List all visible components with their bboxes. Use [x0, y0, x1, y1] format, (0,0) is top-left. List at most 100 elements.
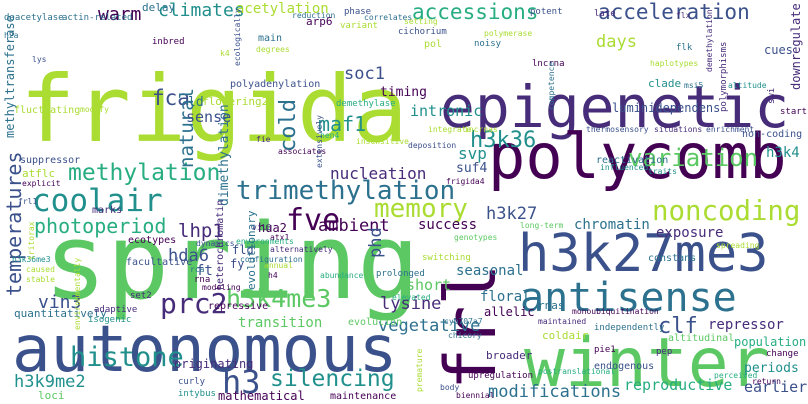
- word-autonomous: autonomous: [12, 313, 398, 387]
- word-repressor: repressor: [708, 317, 784, 333]
- word-inbred: inbred: [152, 37, 185, 47]
- word-potent: potent: [530, 7, 563, 17]
- word-annual: annual: [264, 261, 293, 270]
- word-late: late: [594, 9, 616, 19]
- word-abundance: abundance: [320, 271, 364, 280]
- word-acceleration: acceleration: [598, 0, 750, 24]
- word-lncrna: lncrna: [532, 59, 565, 69]
- word-soc1: soc1: [344, 64, 385, 84]
- word-silencing: silencing: [270, 366, 395, 392]
- word-ecotypes: ecotypes: [128, 235, 177, 246]
- word-climates: climates: [158, 0, 245, 21]
- word-pie1: pie1: [594, 345, 616, 355]
- word-demethylase: demethylase: [336, 99, 396, 109]
- word-success: success: [418, 217, 478, 233]
- word-adaptive: adaptive: [94, 305, 138, 315]
- word-reduction: reduction: [292, 11, 336, 20]
- word-coldair: coldair: [542, 329, 589, 342]
- word-clf: clf: [658, 314, 698, 339]
- word-correlates: correlates: [364, 13, 413, 22]
- word-flowering2: flowering2: [202, 95, 269, 108]
- word-atflc: atflc: [22, 167, 56, 180]
- word-modify: modify: [80, 105, 109, 114]
- word-competence: competence: [547, 61, 556, 110]
- word-degrees: degrees: [256, 45, 290, 54]
- word-ecologically: ecologically: [233, 8, 242, 66]
- word-elevated: elevated: [392, 293, 431, 302]
- word-rnas: rnas: [538, 299, 565, 312]
- word-deacetylase: deacetylase: [4, 13, 64, 23]
- word-thermosensory: thermosensory: [586, 125, 649, 134]
- word-h3k4me3: h3k4me3: [226, 284, 332, 313]
- word-vin3: vin3: [38, 292, 82, 313]
- word-cues: cues: [764, 43, 793, 57]
- word-rca: rca: [190, 265, 205, 274]
- word-frl1: frl1: [18, 197, 38, 206]
- word-suf4: suf4: [456, 161, 488, 176]
- word-flx: flx: [676, 11, 691, 20]
- word-modifications: modifications: [488, 382, 622, 402]
- word-population: population: [734, 335, 807, 349]
- word-ld: ld: [188, 95, 204, 110]
- word-polycomb: polycomb: [488, 120, 787, 193]
- word-switching: switching: [422, 253, 471, 263]
- word-prolonged: prolonged: [376, 269, 425, 279]
- word-extensively: extensively: [315, 115, 324, 168]
- word-return: return: [752, 377, 781, 386]
- word-cold: cold: [276, 99, 301, 152]
- word-set2: set2: [130, 291, 152, 301]
- word-endogenous: endogenous: [594, 361, 655, 372]
- word-noncoding: noncoding: [652, 196, 801, 227]
- word-situations: situations: [654, 125, 703, 134]
- word-ambient: ambient: [318, 216, 390, 236]
- word-h4: h4: [268, 271, 278, 280]
- word-caused: caused: [26, 265, 55, 274]
- word-chromatin: chromatin: [574, 217, 650, 233]
- word-clade: clade: [648, 77, 682, 90]
- word-non-coding: non-coding: [742, 129, 803, 140]
- word-maintained: maintained: [538, 317, 587, 326]
- word-marks: marks: [92, 205, 123, 216]
- word-fie: fie: [256, 135, 271, 144]
- word-polyadenylation: polyadenylation: [230, 79, 321, 90]
- word-h3k36me3: h3k36me3: [12, 255, 51, 264]
- word-cyp707a7: cyp707a7: [444, 317, 483, 326]
- word-transition: transition: [238, 315, 323, 331]
- word-integrate: integrate: [428, 125, 472, 134]
- word-insensitive: insensitive: [356, 137, 409, 146]
- word-dimethylation: dimethylation: [217, 104, 232, 206]
- word-alternatively: alternatively: [270, 245, 333, 254]
- word-reproductive: reproductive: [624, 376, 733, 394]
- word-pep: pep: [656, 347, 673, 357]
- word-modeling: modeling: [202, 283, 241, 292]
- word-hen4: hen4: [320, 131, 340, 140]
- word-altitude: altitude: [728, 81, 767, 90]
- word-curly: curly: [178, 377, 206, 387]
- word-vil3: vil3: [252, 223, 272, 232]
- word-antisense: antisense: [520, 275, 737, 321]
- word-delay: delay: [142, 1, 176, 14]
- word-influenced: influenced: [600, 163, 649, 172]
- word-incrnas: incrnas: [464, 125, 498, 134]
- word-repressive: repressive: [208, 301, 269, 312]
- word-accessions: accessions: [412, 0, 539, 24]
- word-polymorphisms: polymorphisms: [719, 41, 729, 112]
- word-haplotypes: haplotypes: [650, 59, 699, 68]
- word-timing: timing: [380, 85, 427, 100]
- word-quantitatively: quantitatively: [14, 307, 107, 320]
- word-loci: loci: [38, 389, 65, 402]
- word-arp6: arp6: [306, 15, 333, 28]
- word-photoperiod: photoperiod: [34, 214, 167, 238]
- word-intybus: intybus: [178, 389, 216, 399]
- word-trimethylation: trimethylation: [236, 176, 456, 206]
- word-cichorium: cichorium: [398, 27, 447, 37]
- word-variation: variation: [628, 144, 759, 172]
- word-h3k27me3: h3k27me3: [518, 224, 769, 284]
- word-winter: winter: [524, 324, 770, 403]
- word-floral: floral: [480, 289, 531, 305]
- word-frigida4: frigida4: [446, 177, 485, 186]
- word-constans: constans: [648, 253, 697, 264]
- word-h3k36: h3k36: [470, 128, 537, 153]
- word-epigenetic: epigenetic: [440, 73, 790, 141]
- word-exposure: exposure: [656, 225, 724, 241]
